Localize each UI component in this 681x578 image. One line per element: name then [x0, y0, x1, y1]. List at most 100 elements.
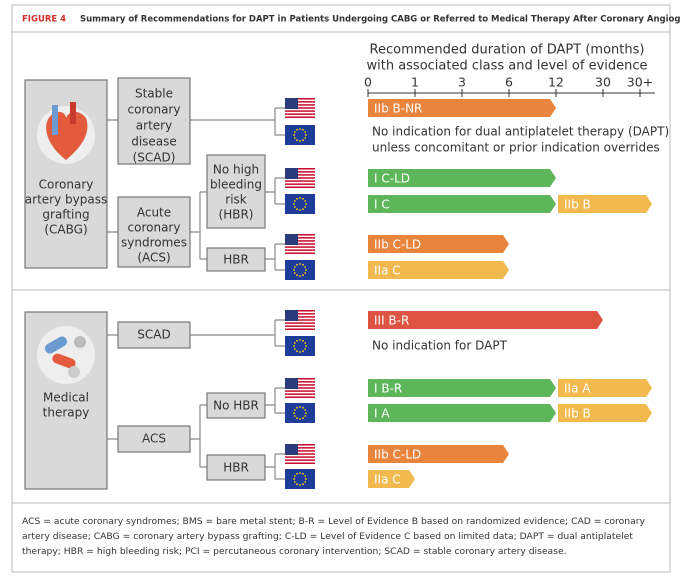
flag-star	[302, 128, 304, 131]
flag-canton	[285, 444, 298, 455]
flag-star	[293, 134, 295, 136]
flag-star	[304, 342, 307, 344]
flag-star	[296, 472, 298, 475]
box-label: Medical	[43, 391, 89, 405]
box-label: disease	[131, 135, 177, 149]
tick-label: 1	[411, 75, 419, 90]
bar	[368, 470, 415, 488]
flag-stripe	[285, 252, 315, 254]
flag-star	[296, 274, 298, 277]
flag-stripe	[285, 104, 315, 106]
flag-stripe	[285, 110, 315, 112]
tick-label: 30+	[627, 75, 653, 90]
flag-star	[293, 348, 296, 350]
bar	[558, 195, 652, 213]
flag-star	[293, 475, 296, 477]
flag-bg	[285, 260, 315, 280]
flag-star	[296, 406, 298, 409]
us-flag	[285, 234, 315, 254]
flag-star	[293, 200, 296, 202]
flag-stripe	[285, 453, 315, 455]
note: No indication for dual antiplatelet ther…	[372, 125, 669, 139]
box	[117, 77, 191, 165]
box-label: HBR	[223, 253, 249, 267]
tick-label: 3	[458, 75, 466, 90]
flag-bg	[285, 469, 315, 489]
bar-label: IIb C-LD	[374, 238, 421, 252]
flag-star	[296, 339, 298, 342]
flag-stripe	[285, 459, 315, 461]
flag-star	[299, 418, 301, 420]
flag-star	[293, 272, 296, 274]
box-label: (HBR)	[219, 208, 254, 222]
flag-star	[299, 472, 301, 474]
footnote: ACS = acute coronary syndromes; BMS = ba…	[22, 516, 645, 557]
bar-label: IIb C-LD	[374, 448, 421, 462]
bar-label: IIb B-NR	[374, 102, 422, 116]
box	[206, 392, 266, 419]
box-label: grafting	[42, 208, 89, 222]
flag-canton	[285, 98, 298, 109]
bar	[368, 445, 509, 463]
flag-star	[304, 409, 307, 411]
eu-flag	[285, 125, 315, 145]
flag-star	[302, 263, 304, 266]
bar-label: IIb B	[564, 407, 591, 421]
bar-label: IIa C	[374, 264, 401, 278]
flag-stripe	[285, 447, 315, 449]
flag-star	[304, 206, 307, 208]
flag-stripe	[285, 328, 315, 330]
eu-flag	[285, 260, 315, 280]
flag-star	[302, 350, 304, 353]
box-label: (ACS)	[137, 251, 170, 265]
bar-label: I B-R	[374, 382, 402, 396]
bar-label: IIa C	[374, 473, 401, 487]
box-label: (SCAD)	[133, 151, 176, 165]
flag-star	[296, 208, 298, 211]
flag-stripe	[285, 113, 315, 115]
flag-stripe	[285, 168, 315, 170]
bar-label: I A	[374, 407, 390, 421]
flag-star	[304, 266, 307, 268]
flag-star	[299, 263, 301, 265]
bar	[368, 195, 556, 213]
flag-star	[305, 269, 307, 271]
flag-star	[302, 274, 304, 277]
flag-star	[293, 206, 296, 208]
bar	[368, 169, 556, 187]
box-label: HBR	[223, 461, 249, 475]
flag-star	[305, 203, 307, 205]
flag-stripe	[285, 174, 315, 176]
flag-star	[296, 139, 298, 142]
flag-stripe	[285, 316, 315, 318]
note: unless concomitant or prior indication o…	[372, 141, 660, 155]
flag-stripe	[285, 444, 315, 446]
box-label: coronary	[128, 103, 181, 117]
box	[206, 454, 266, 481]
box	[117, 425, 191, 453]
flag-star	[305, 134, 307, 136]
flag-star	[302, 483, 304, 486]
flag-stripe	[285, 243, 315, 245]
figure-label: FIGURE 4	[22, 15, 66, 25]
box-label: No high	[213, 163, 259, 177]
flag-star	[304, 137, 307, 139]
eu-flag	[285, 469, 315, 489]
flag-stripe	[285, 393, 315, 395]
box-label: risk	[225, 193, 247, 207]
flag-stripe	[285, 240, 315, 242]
eu-flag	[285, 194, 315, 214]
us-flag	[285, 98, 315, 118]
flag-star	[304, 200, 307, 202]
flag-star	[299, 209, 301, 211]
flag-stripe	[285, 450, 315, 452]
flag-star	[299, 140, 301, 142]
figure-title: Summary of Recommendations for DAPT in P…	[80, 15, 681, 25]
box-label: Coronary	[39, 178, 94, 192]
flag-stripe	[285, 180, 315, 182]
tick-label: 0	[364, 75, 372, 90]
flag-stripe	[285, 107, 315, 109]
flag-star	[299, 351, 301, 353]
flag-bg	[285, 194, 315, 214]
flag-stripe	[285, 313, 315, 315]
